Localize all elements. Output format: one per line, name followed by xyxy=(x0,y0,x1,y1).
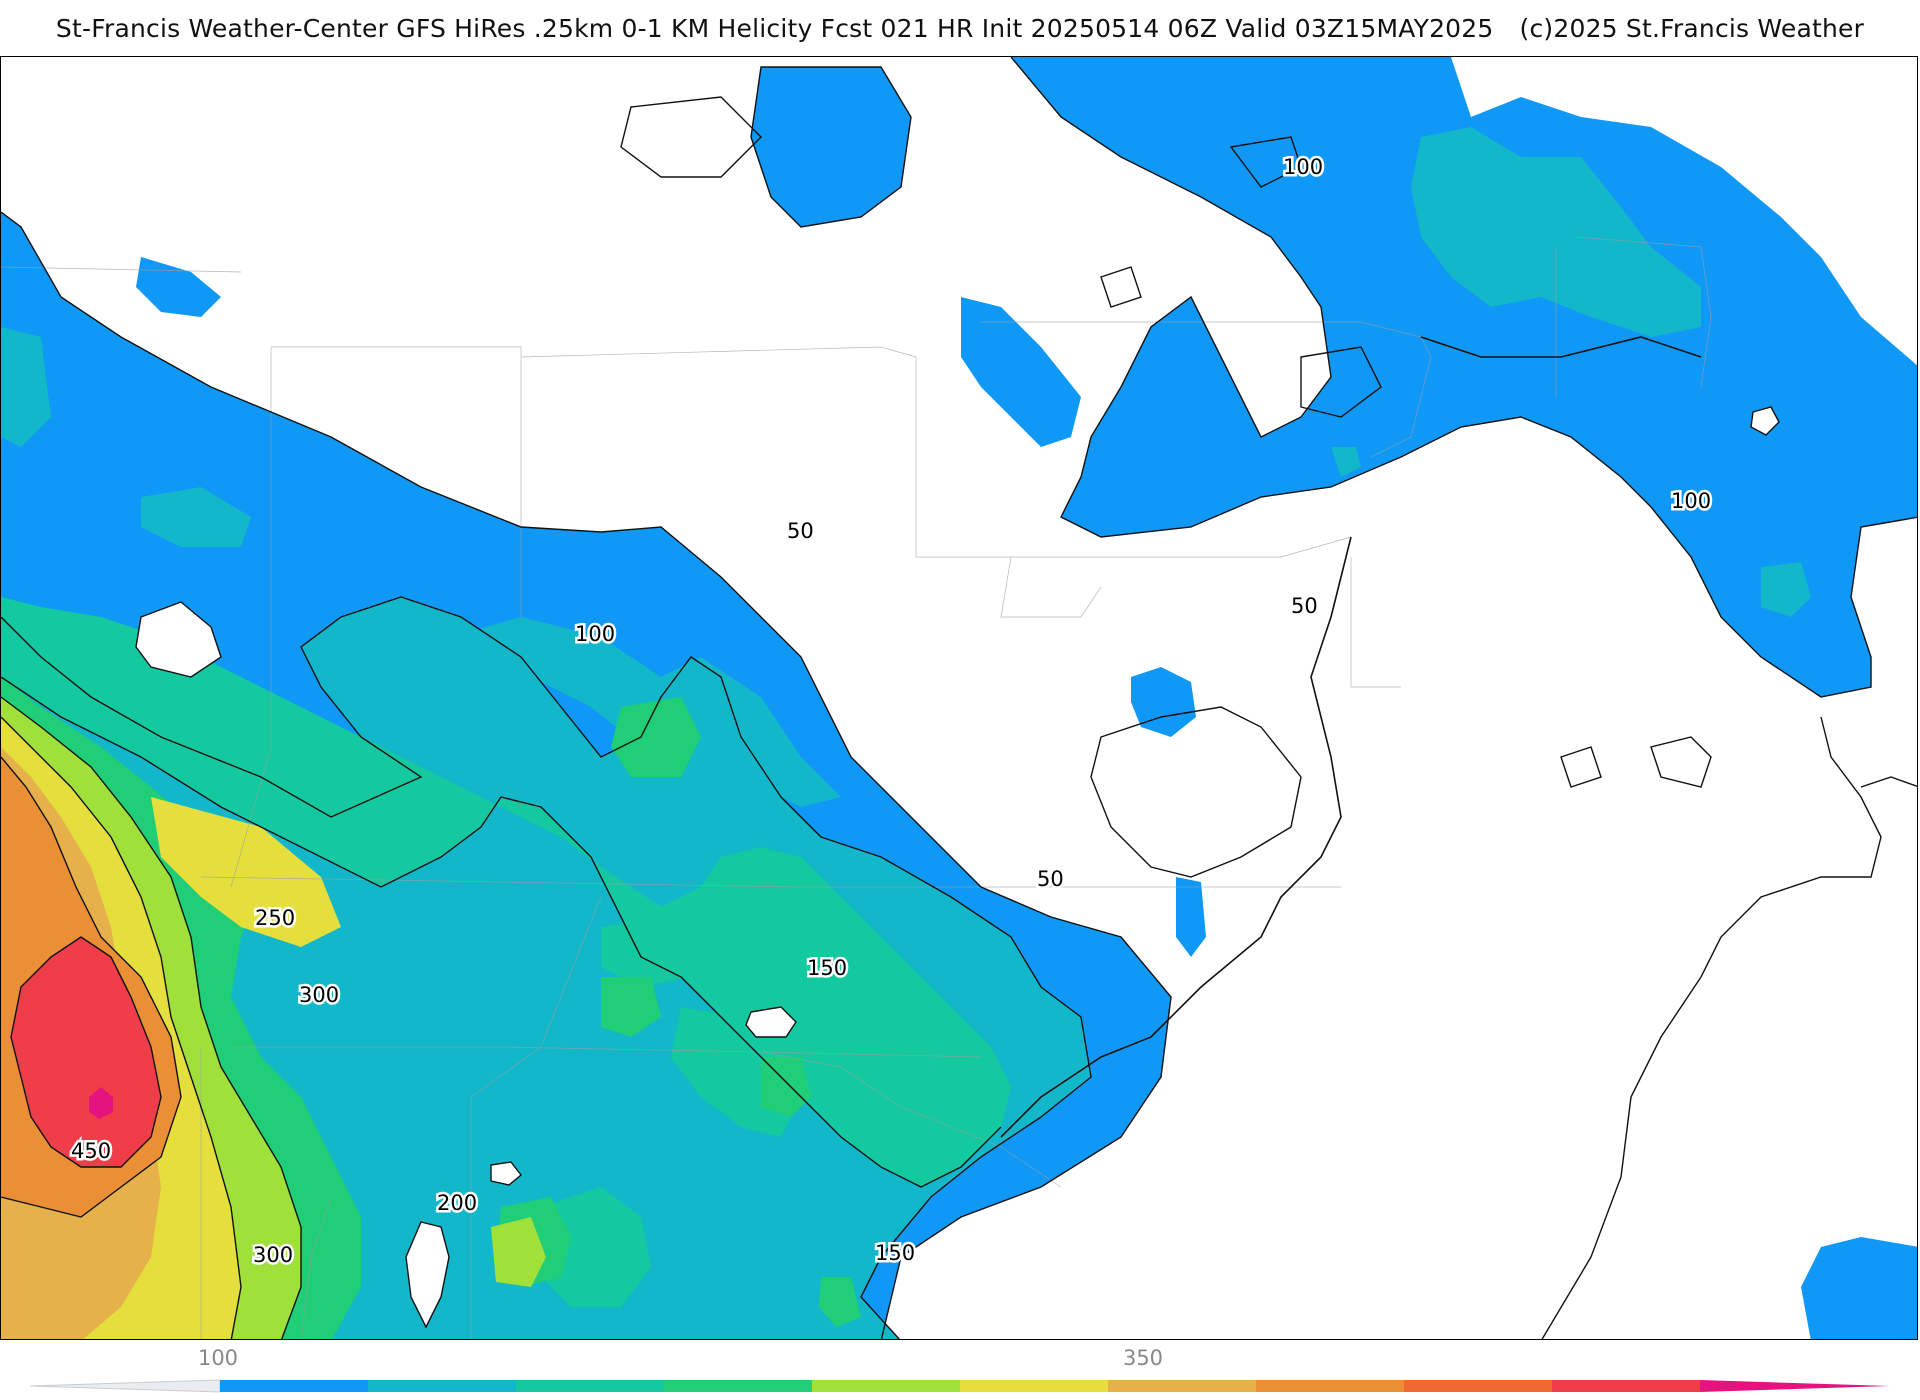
fill-200-ga2 xyxy=(819,1277,861,1327)
label-100-atlantic: 100 xyxy=(1671,489,1711,513)
fill-100-ny xyxy=(1331,447,1361,477)
fill-450 xyxy=(11,937,161,1167)
label-50-ohio: 50 xyxy=(787,519,814,543)
fill-100-atlantic xyxy=(1761,562,1811,617)
colorbar-segment xyxy=(664,1380,812,1392)
fill-100-west xyxy=(141,487,251,547)
helicity-map: 100 100 50 100 50 50 250 300 150 450 200… xyxy=(1,57,1917,1339)
fill-200-nw xyxy=(611,697,701,777)
label-50-carolina: 50 xyxy=(1037,867,1064,891)
copyright-text: (c)2025 St.Francis Weather xyxy=(1519,13,1865,43)
fill-50-carolina-coast xyxy=(1176,877,1206,957)
colorbar-segment xyxy=(220,1380,368,1392)
label-300-south: 300 xyxy=(253,1243,293,1267)
boundary-lines xyxy=(1,236,1712,1339)
colorbar-segment xyxy=(516,1380,664,1392)
legend-tick-100: 100 xyxy=(197,1346,239,1370)
fill-300-east xyxy=(151,797,341,947)
colorbar-segment xyxy=(1404,1380,1552,1392)
colorbar xyxy=(30,1379,1890,1393)
colorbar-segment xyxy=(1108,1380,1256,1392)
fill-250-ga xyxy=(491,1217,546,1287)
label-100-north: 100 xyxy=(1283,155,1323,179)
contour-lines xyxy=(1,57,1917,1339)
map-panel: 100 100 50 100 50 50 250 300 150 450 200… xyxy=(0,56,1918,1340)
fill-50-atlantic-se xyxy=(1801,1237,1917,1339)
contour-label-layer: 100 100 50 100 50 50 250 300 150 450 200… xyxy=(69,153,1714,1270)
colorbar-segment xyxy=(1552,1380,1700,1392)
fill-50-northeast xyxy=(1011,57,1917,697)
colorbar-segment xyxy=(368,1380,516,1392)
fill-50-virginia xyxy=(1131,667,1196,737)
label-250: 250 xyxy=(255,906,295,930)
colorbar-segment xyxy=(812,1380,960,1392)
title-text: St-Francis Weather-Center GFS HiRes .25k… xyxy=(55,13,1494,43)
label-150-carolina: 150 xyxy=(875,1241,915,1265)
label-300-north: 300 xyxy=(299,983,339,1007)
label-200: 200 xyxy=(437,1191,477,1215)
fill-50-midatlantic xyxy=(961,297,1081,447)
colorbar-segment xyxy=(1256,1380,1404,1392)
label-100-central: 100 xyxy=(575,622,615,646)
fill-150-tennessee xyxy=(601,917,701,987)
label-50-virginia: 50 xyxy=(1291,594,1318,618)
fill-100-nw-edge xyxy=(1,327,51,447)
helicity-fills xyxy=(1,57,1917,1339)
colorbar-segment xyxy=(960,1380,1108,1392)
fill-200-east xyxy=(761,1057,811,1117)
coastline xyxy=(1000,336,1702,1138)
color-legend: 100 350 xyxy=(0,1340,1920,1400)
colorbar-right-arrow xyxy=(1700,1380,1890,1392)
label-450: 450 xyxy=(71,1139,111,1163)
fill-200-tn xyxy=(601,977,661,1037)
label-150-tennessee: 150 xyxy=(807,956,847,980)
fill-500 xyxy=(89,1087,113,1119)
low-value-holes xyxy=(135,406,1780,1329)
colorbar-segments xyxy=(220,1380,1700,1392)
colorbar-left-arrow xyxy=(30,1379,221,1393)
legend-tick-350: 350 xyxy=(1122,1346,1164,1370)
fill-100-northeast xyxy=(1411,127,1701,337)
map-title: St-Francis Weather-Center GFS HiRes .25k… xyxy=(0,0,1920,56)
fill-50-lake xyxy=(751,67,911,227)
fill-50-nw-blob xyxy=(136,257,221,317)
